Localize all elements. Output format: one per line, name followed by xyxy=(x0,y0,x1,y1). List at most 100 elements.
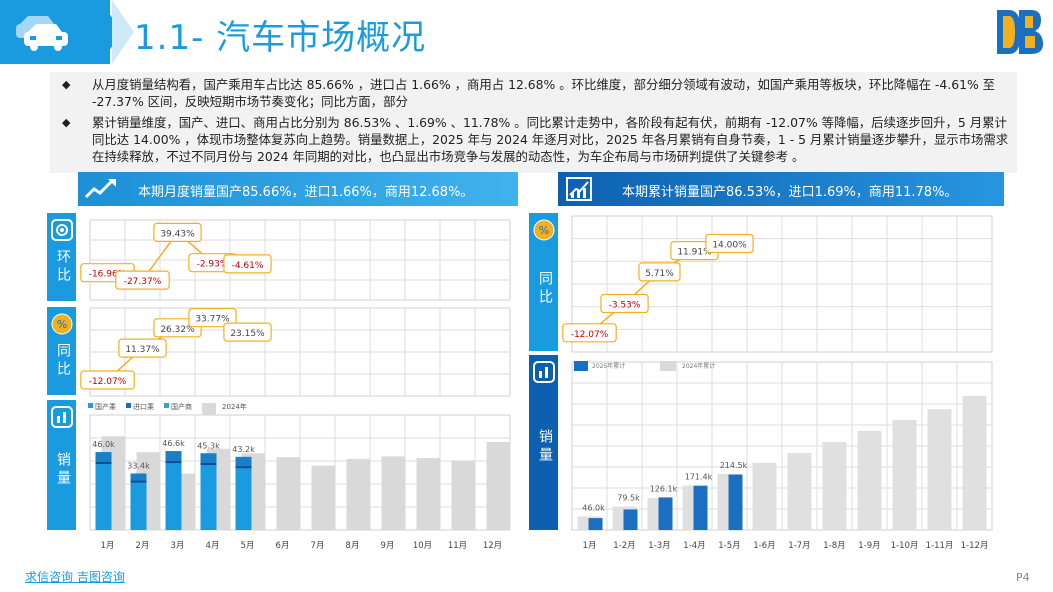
sales-bar-2024 xyxy=(381,456,406,530)
side-label-cum-yoy: 同比 xyxy=(537,271,553,307)
sales-bar-commercial xyxy=(165,451,182,462)
bar-icon xyxy=(533,361,555,383)
sales-bar-import xyxy=(235,466,252,469)
sales-legend-swatch xyxy=(88,403,93,408)
right-banner-text: 本期累计销量国产86.53%，进口1.69%，商用11.78%。 xyxy=(622,185,958,200)
percent-icon: % xyxy=(533,219,555,241)
side-tab-cum-sales: 销量 xyxy=(529,355,558,530)
cum-yoy-callout: 5.71% xyxy=(638,262,681,282)
sales-x-tick: 1月 xyxy=(101,541,115,551)
sales-x-tick: 4月 xyxy=(206,541,220,551)
cum-x-tick: 1-5月 xyxy=(718,541,740,551)
sales-legend-label: 进口乘 xyxy=(133,402,154,411)
mom-callout-label: 39.43% xyxy=(160,229,195,239)
sales-x-tick: 2月 xyxy=(136,541,150,551)
side-label-yoy: 同比 xyxy=(55,343,71,379)
sales-legend-label: 国产乘 xyxy=(95,402,116,411)
page-title: 1.1- 汽车市场概况 xyxy=(134,18,427,58)
side-tab-cum-yoy: % 同比 xyxy=(529,213,558,351)
cum-yoy-callout-label: 11.91% xyxy=(677,248,712,258)
sales-legend-swatch xyxy=(126,403,131,408)
cum-legend-swatch xyxy=(574,361,588,371)
summary-bullet: ◆ 累计销量维度，国产、进口、商用占比分别为 86.53% 、1.69% 、11.… xyxy=(62,115,1009,164)
cum-x-tick: 1-12月 xyxy=(961,541,989,551)
mom-callout-label: -2.93% xyxy=(197,260,229,270)
cum-x-tick: 1-11月 xyxy=(926,541,954,551)
sales-total-label: 33.4k xyxy=(127,461,150,470)
side-label-cum-sales: 销量 xyxy=(537,429,553,465)
sales-legend-label: 2024年 xyxy=(222,402,247,411)
mom-callout: 39.43% xyxy=(153,222,202,243)
target-icon xyxy=(51,219,73,241)
sales-bar-2024 xyxy=(486,442,511,530)
cum-x-tick: 1-2月 xyxy=(613,541,635,551)
percent-icon: % xyxy=(51,313,73,335)
yoy-callout-label: 26.32% xyxy=(160,325,195,335)
left-banner: 本期月度销量国产85.66%，进口1.66%，商用12.68%。 xyxy=(78,172,518,206)
cum-bar-2025 xyxy=(658,497,673,530)
cum-total-label: 79.5k xyxy=(617,494,640,503)
summary-box: ◆ 从月度销量结构看，国产乘用车占比达 85.66% ，进口占 1.66% ，商用… xyxy=(50,72,1017,173)
sales-legend-swatch xyxy=(164,403,169,408)
sales-x-tick: 9月 xyxy=(381,541,395,551)
cum-bar-2024 xyxy=(892,419,917,530)
side-tab-mom: 环比 xyxy=(47,213,76,301)
cum-bar-2024 xyxy=(962,395,987,530)
sales-bar-domestic xyxy=(200,453,217,530)
sales-bar-domestic xyxy=(165,451,182,530)
side-label-sales: 销量 xyxy=(55,452,71,488)
sales-bar-import xyxy=(130,480,147,483)
cum-yoy-callout-box xyxy=(562,323,617,343)
sales-bar-2024 xyxy=(311,465,336,530)
cum-x-tick: 1-9月 xyxy=(858,541,880,551)
cum-x-tick: 1-3月 xyxy=(648,541,670,551)
db-logo-icon xyxy=(997,10,1043,54)
left-banner-text: 本期月度销量国产85.66%，进口1.66%，商用12.68%。 xyxy=(138,185,474,200)
sales-x-tick: 7月 xyxy=(311,541,325,551)
cum-yoy-callout: -12.07% xyxy=(562,323,617,343)
side-tab-yoy: % 同比 xyxy=(47,307,76,395)
header-chevron-light xyxy=(112,0,134,64)
mom-callout-box xyxy=(153,222,202,243)
mom-callout-label: -27.37% xyxy=(124,277,162,287)
sales-bar-commercial xyxy=(130,473,147,481)
cum-yoy-callout-box xyxy=(600,293,649,314)
mom-callout-label: -16.96% xyxy=(89,270,127,280)
cum-legend-swatch xyxy=(660,361,676,371)
cum-total-label: 171.4k xyxy=(685,473,713,482)
sales-bar-import xyxy=(95,461,112,464)
cum-total-label: 126.1k xyxy=(650,484,678,493)
yoy-callout: 23.15% xyxy=(223,322,272,342)
summary-bullet: ◆ 从月度销量结构看，国产乘用车占比达 85.66% ，进口占 1.66% ，商用… xyxy=(62,77,996,109)
yoy-callout-label: 11.37% xyxy=(125,345,160,355)
cum-x-tick: 1月 xyxy=(583,541,597,551)
cum-yoy-callout: 14.00% xyxy=(705,233,754,254)
mom-callout-label: -4.61% xyxy=(232,261,264,271)
cum-bar-2025 xyxy=(728,474,743,530)
sales-bar-import xyxy=(165,461,182,464)
cum-bar-2024 xyxy=(927,409,952,530)
cum-bar-2024 xyxy=(857,430,882,530)
yoy-callout-label: 23.15% xyxy=(230,329,265,339)
mom-callout-box xyxy=(223,254,272,274)
sales-total-label: 45.3k xyxy=(197,441,220,450)
sales-total-label: 43.2k xyxy=(232,445,255,454)
mom-callout: -27.37% xyxy=(115,270,170,290)
page-number: P4 xyxy=(1016,571,1030,584)
sales-bar-2024 xyxy=(276,457,301,530)
sales-bar-domestic xyxy=(235,456,252,530)
footer-brand[interactable]: 求信咨询 吉图咨询 xyxy=(25,570,125,584)
sales-bar-import xyxy=(200,462,217,465)
side-label-mom: 环比 xyxy=(55,249,71,285)
sales-x-tick: 5月 xyxy=(241,541,255,551)
svg-text:%: % xyxy=(57,318,67,331)
cum-x-tick: 1-7月 xyxy=(788,541,810,551)
sales-total-label: 46.0k xyxy=(92,440,115,449)
cum-x-tick: 1-6月 xyxy=(753,541,775,551)
cum-yoy-callout-label: -3.53% xyxy=(609,301,641,311)
yoy-callout-box xyxy=(188,308,237,328)
sales-total-label: 46.6k xyxy=(162,439,185,448)
cum-yoy-callout: -3.53% xyxy=(600,293,649,314)
yoy-callout-box xyxy=(118,338,167,358)
car-icon xyxy=(16,16,68,51)
